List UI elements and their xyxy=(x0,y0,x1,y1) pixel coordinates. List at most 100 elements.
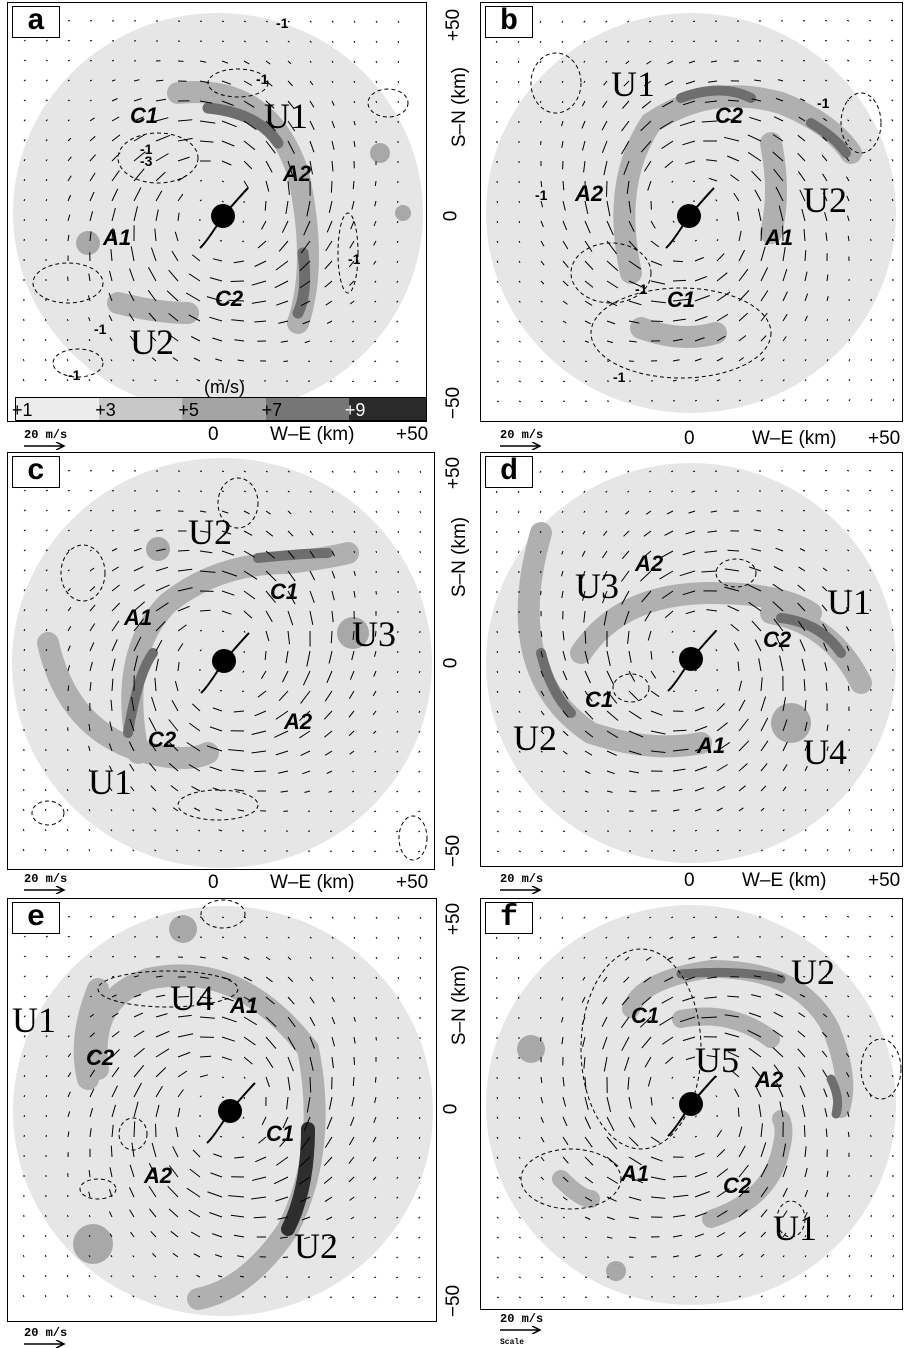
wind-vector xyxy=(628,750,642,756)
wind-vector xyxy=(672,1116,675,1119)
wind-vector xyxy=(88,273,91,282)
wind-vector xyxy=(621,550,630,560)
wind-vector xyxy=(561,470,564,473)
wind-vector xyxy=(309,936,312,939)
wind-vector xyxy=(848,768,851,772)
wind-vector xyxy=(870,1254,873,1258)
wind-vector xyxy=(281,220,289,233)
wind-vector xyxy=(848,1274,851,1278)
wind-vector xyxy=(331,40,334,43)
wind-vector xyxy=(773,566,784,572)
wind-vector xyxy=(109,787,113,792)
wind-vector xyxy=(583,956,586,959)
wind-vector xyxy=(606,690,618,704)
wind-vector xyxy=(177,996,189,998)
wind-vector xyxy=(243,20,247,23)
wind-vector xyxy=(265,490,268,493)
wind-vector xyxy=(760,267,769,282)
wind-vector xyxy=(348,260,355,268)
wind-vector xyxy=(760,290,769,302)
wind-vector xyxy=(581,1016,586,1026)
wind-vector xyxy=(782,399,785,402)
wind-vector xyxy=(713,936,718,939)
wind-vector xyxy=(798,1012,806,1018)
wind-vector xyxy=(716,399,720,402)
wind-vector xyxy=(747,134,762,142)
wind-vector xyxy=(23,975,26,978)
wind-vector xyxy=(562,1296,566,1298)
wind-vector xyxy=(265,996,275,1005)
wind-vector xyxy=(328,650,333,664)
wind-vector xyxy=(782,1187,788,1198)
wind-vector xyxy=(375,550,378,554)
wind-vector xyxy=(602,100,608,108)
wind-vector xyxy=(396,240,399,244)
wind-vector xyxy=(221,956,228,960)
wind-vector xyxy=(155,639,163,652)
wind-vector xyxy=(67,569,70,572)
wind-vector xyxy=(133,618,144,632)
wind-vector xyxy=(215,808,223,812)
wind-vector xyxy=(375,976,378,980)
wind-vector xyxy=(396,1116,399,1120)
wind-vector xyxy=(111,116,120,122)
wind-vector xyxy=(777,529,784,532)
wind-vector xyxy=(375,40,378,44)
wind-vector xyxy=(353,490,356,493)
wind-vector xyxy=(540,200,544,208)
wind-vector xyxy=(495,490,498,494)
wind-vector xyxy=(419,936,422,940)
wind-vector xyxy=(373,670,377,677)
field-a xyxy=(13,13,423,413)
wind-vector xyxy=(221,1016,237,1023)
wind-vector xyxy=(650,650,653,660)
wind-vector xyxy=(518,690,521,694)
wind-vector xyxy=(641,1036,652,1049)
wind-vector xyxy=(89,586,96,592)
wind-vector xyxy=(797,134,806,142)
wind-vector xyxy=(243,590,256,600)
wind-vector xyxy=(562,180,565,191)
wind-vector xyxy=(561,550,564,555)
wind-vector xyxy=(581,100,586,107)
wind-vector xyxy=(747,1029,762,1038)
wind-vector xyxy=(799,639,806,652)
wind-vector xyxy=(672,768,686,772)
wind-vector xyxy=(870,338,873,342)
wind-vector xyxy=(349,280,355,286)
wind-vector xyxy=(804,399,807,402)
wind-vector xyxy=(821,604,828,612)
wind-vector xyxy=(891,975,894,978)
wind-vector xyxy=(824,509,828,512)
wind-vector xyxy=(397,200,399,204)
wind-vector xyxy=(518,280,521,283)
wind-vector xyxy=(760,1209,768,1218)
updraft-label: U4 xyxy=(170,978,214,1018)
wind-vector xyxy=(845,626,850,632)
wind-vector xyxy=(664,530,674,536)
wind-vector xyxy=(694,689,698,692)
wind-vector xyxy=(111,490,115,492)
wind-vector xyxy=(496,730,499,733)
wind-vector xyxy=(562,630,565,641)
wind-vector xyxy=(496,320,499,323)
wind-vector xyxy=(727,549,740,552)
cyclonic-label: C1 xyxy=(266,1121,295,1146)
wind-vector xyxy=(869,995,872,998)
wind-vector xyxy=(583,936,586,939)
wind-vector xyxy=(606,240,618,255)
wind-vector xyxy=(539,20,542,23)
wind-vector xyxy=(846,955,850,958)
wind-vector xyxy=(133,168,145,182)
wind-vector xyxy=(23,99,26,102)
wind-vector xyxy=(892,1294,895,1298)
wind-vector xyxy=(725,118,740,122)
wind-vector xyxy=(396,280,399,283)
wind-vector xyxy=(221,160,232,166)
wind-vector xyxy=(280,340,289,343)
wind-vector xyxy=(45,975,48,978)
scale-label: 20 m/s xyxy=(24,872,68,886)
wind-vector xyxy=(496,220,499,224)
wind-vector xyxy=(518,320,521,323)
wind-vector xyxy=(177,568,193,572)
